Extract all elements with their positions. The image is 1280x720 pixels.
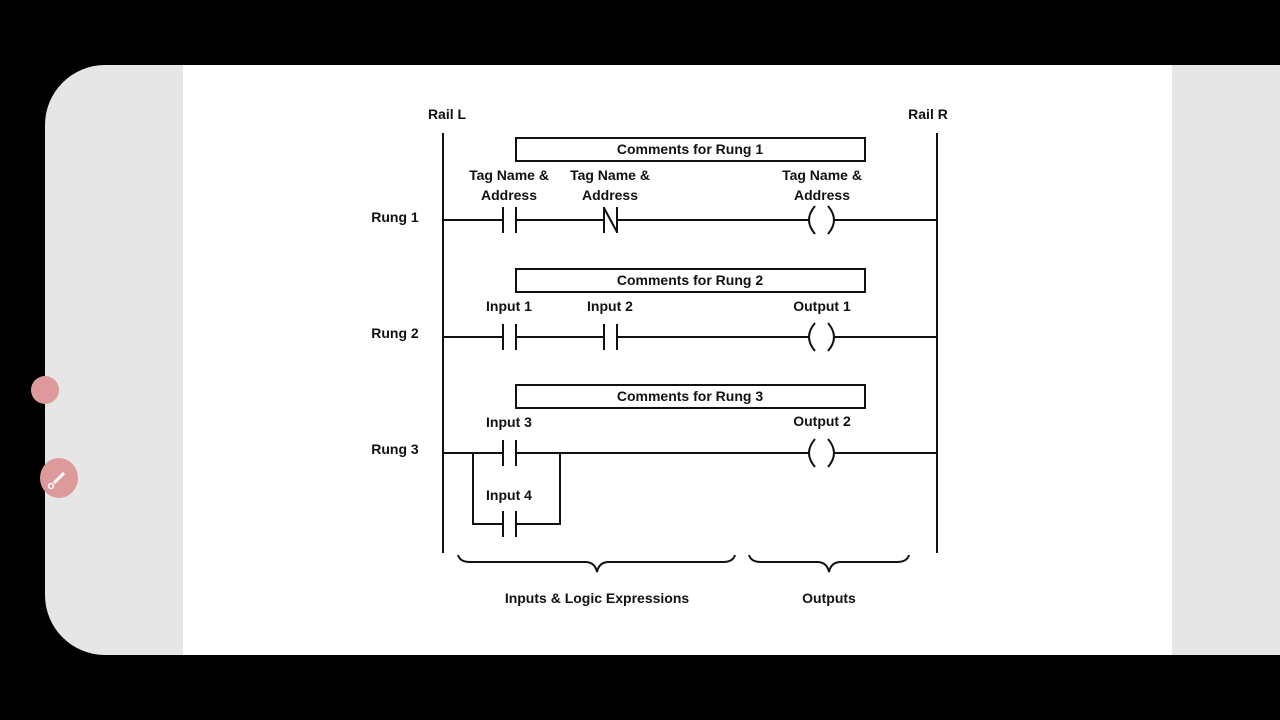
contact-label: Tag Name &: [469, 167, 549, 183]
rung-label: Rung 2: [371, 325, 419, 341]
coil-label: Tag Name &: [782, 167, 862, 183]
coil-symbol: [808, 205, 835, 235]
rung-wire: [443, 324, 937, 350]
contact-label: Input 1: [486, 298, 532, 314]
rung-wire: [443, 207, 937, 233]
record-dot-icon[interactable]: [31, 376, 59, 404]
coil-label: Output 2: [793, 413, 851, 429]
slide-canvas: [183, 65, 1172, 655]
comment-text: Comments for Rung 3: [617, 388, 763, 404]
rail-left-label: Rail L: [428, 106, 467, 122]
contact-label: Input 3: [486, 414, 532, 430]
contact-label: Input 2: [587, 298, 633, 314]
contact-label: Address: [582, 187, 638, 203]
comment-box: [515, 137, 866, 162]
rung-label: Rung 1: [371, 209, 419, 225]
contact-label: Input 4: [486, 487, 532, 503]
contact-label: Address: [481, 187, 537, 203]
coil-symbol: [808, 322, 835, 352]
rung-1: Rung 1 Comments for Rung 1 Tag Name & Ad…: [371, 137, 937, 235]
rung-2: Rung 2 Comments for Rung 2 Input 1 Input…: [371, 268, 937, 352]
rung-wire: [443, 440, 937, 537]
rung-label: Rung 3: [371, 441, 419, 457]
coil-label: Output 1: [793, 298, 851, 314]
coil-symbol: [808, 438, 835, 468]
comment-box: [515, 384, 866, 409]
right-frame-strip: [1172, 65, 1280, 655]
rung-3: Rung 3 Comments for Rung 3 Input 3 Input…: [371, 384, 937, 537]
brace-inputs: [457, 554, 736, 573]
inputs-label: Inputs & Logic Expressions: [505, 590, 690, 606]
contact-label: Tag Name &: [570, 167, 650, 183]
pen-tool-icon[interactable]: [40, 458, 78, 498]
comment-text: Comments for Rung 1: [617, 141, 763, 157]
outputs-label: Outputs: [802, 590, 856, 606]
comment-text: Comments for Rung 2: [617, 272, 763, 288]
coil-label: Address: [794, 187, 850, 203]
brace-outputs: [748, 554, 910, 573]
comment-box: [515, 268, 866, 293]
rail-right-label: Rail R: [908, 106, 948, 122]
